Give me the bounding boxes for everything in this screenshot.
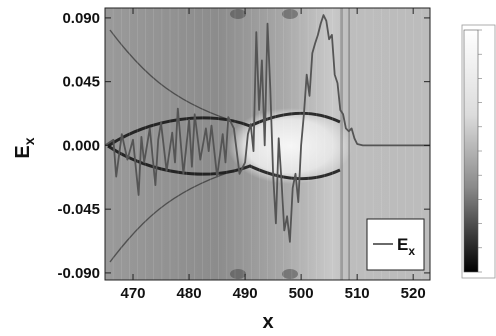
- top-spot-1: [230, 9, 246, 19]
- bright-core: [228, 108, 352, 184]
- colorbar-gradient: [463, 29, 479, 273]
- x-tick-label: 520: [401, 285, 426, 302]
- y-axis-label-sub: x: [21, 137, 37, 145]
- bottom-spot-2: [282, 269, 298, 279]
- series-line-Ex: [105, 14, 430, 243]
- y-tick-label: 0.045: [62, 74, 100, 91]
- x-tick-label: 480: [177, 285, 202, 302]
- x-axis-label: x: [262, 311, 273, 333]
- y-axis-label: Ex: [12, 137, 37, 158]
- legend-label-main: E: [397, 235, 408, 254]
- y-tick-label: -0.090: [57, 265, 100, 282]
- colorbar-ticks: [478, 29, 482, 273]
- plot-frame: [104, 7, 431, 281]
- y-tick-label: 0.090: [62, 10, 100, 27]
- y-axis-label-main: E: [12, 145, 34, 158]
- legend-label: Ex: [397, 235, 415, 258]
- series-layer: [105, 14, 430, 243]
- x-tick-label: 490: [233, 285, 258, 302]
- legend: Ex: [366, 218, 425, 271]
- x-tick-label: 510: [345, 285, 370, 302]
- vertical-band-right: [348, 8, 350, 280]
- legend-label-sub: x: [408, 244, 415, 258]
- colorbar: [461, 24, 496, 279]
- plot-area: [104, 7, 431, 281]
- upper-shock-front: [107, 111, 341, 148]
- vertical-band-left: [340, 8, 343, 280]
- x-tick-label: 470: [121, 285, 146, 302]
- bottom-spot-1: [230, 269, 246, 279]
- y-tick-label: 0.000: [62, 137, 100, 154]
- lower-wing: [109, 171, 231, 263]
- y-axis: 0.090 0.045 0.000 -0.045 -0.090: [57, 10, 430, 282]
- top-spot-2: [282, 9, 298, 19]
- x-axis: 470 480 490 500 510 520: [121, 8, 426, 302]
- density-structures: [107, 8, 352, 280]
- lower-shock-front: [107, 144, 341, 181]
- y-tick-label: -0.045: [57, 201, 100, 218]
- x-tick-label: 500: [289, 285, 314, 302]
- upper-wing: [109, 29, 231, 121]
